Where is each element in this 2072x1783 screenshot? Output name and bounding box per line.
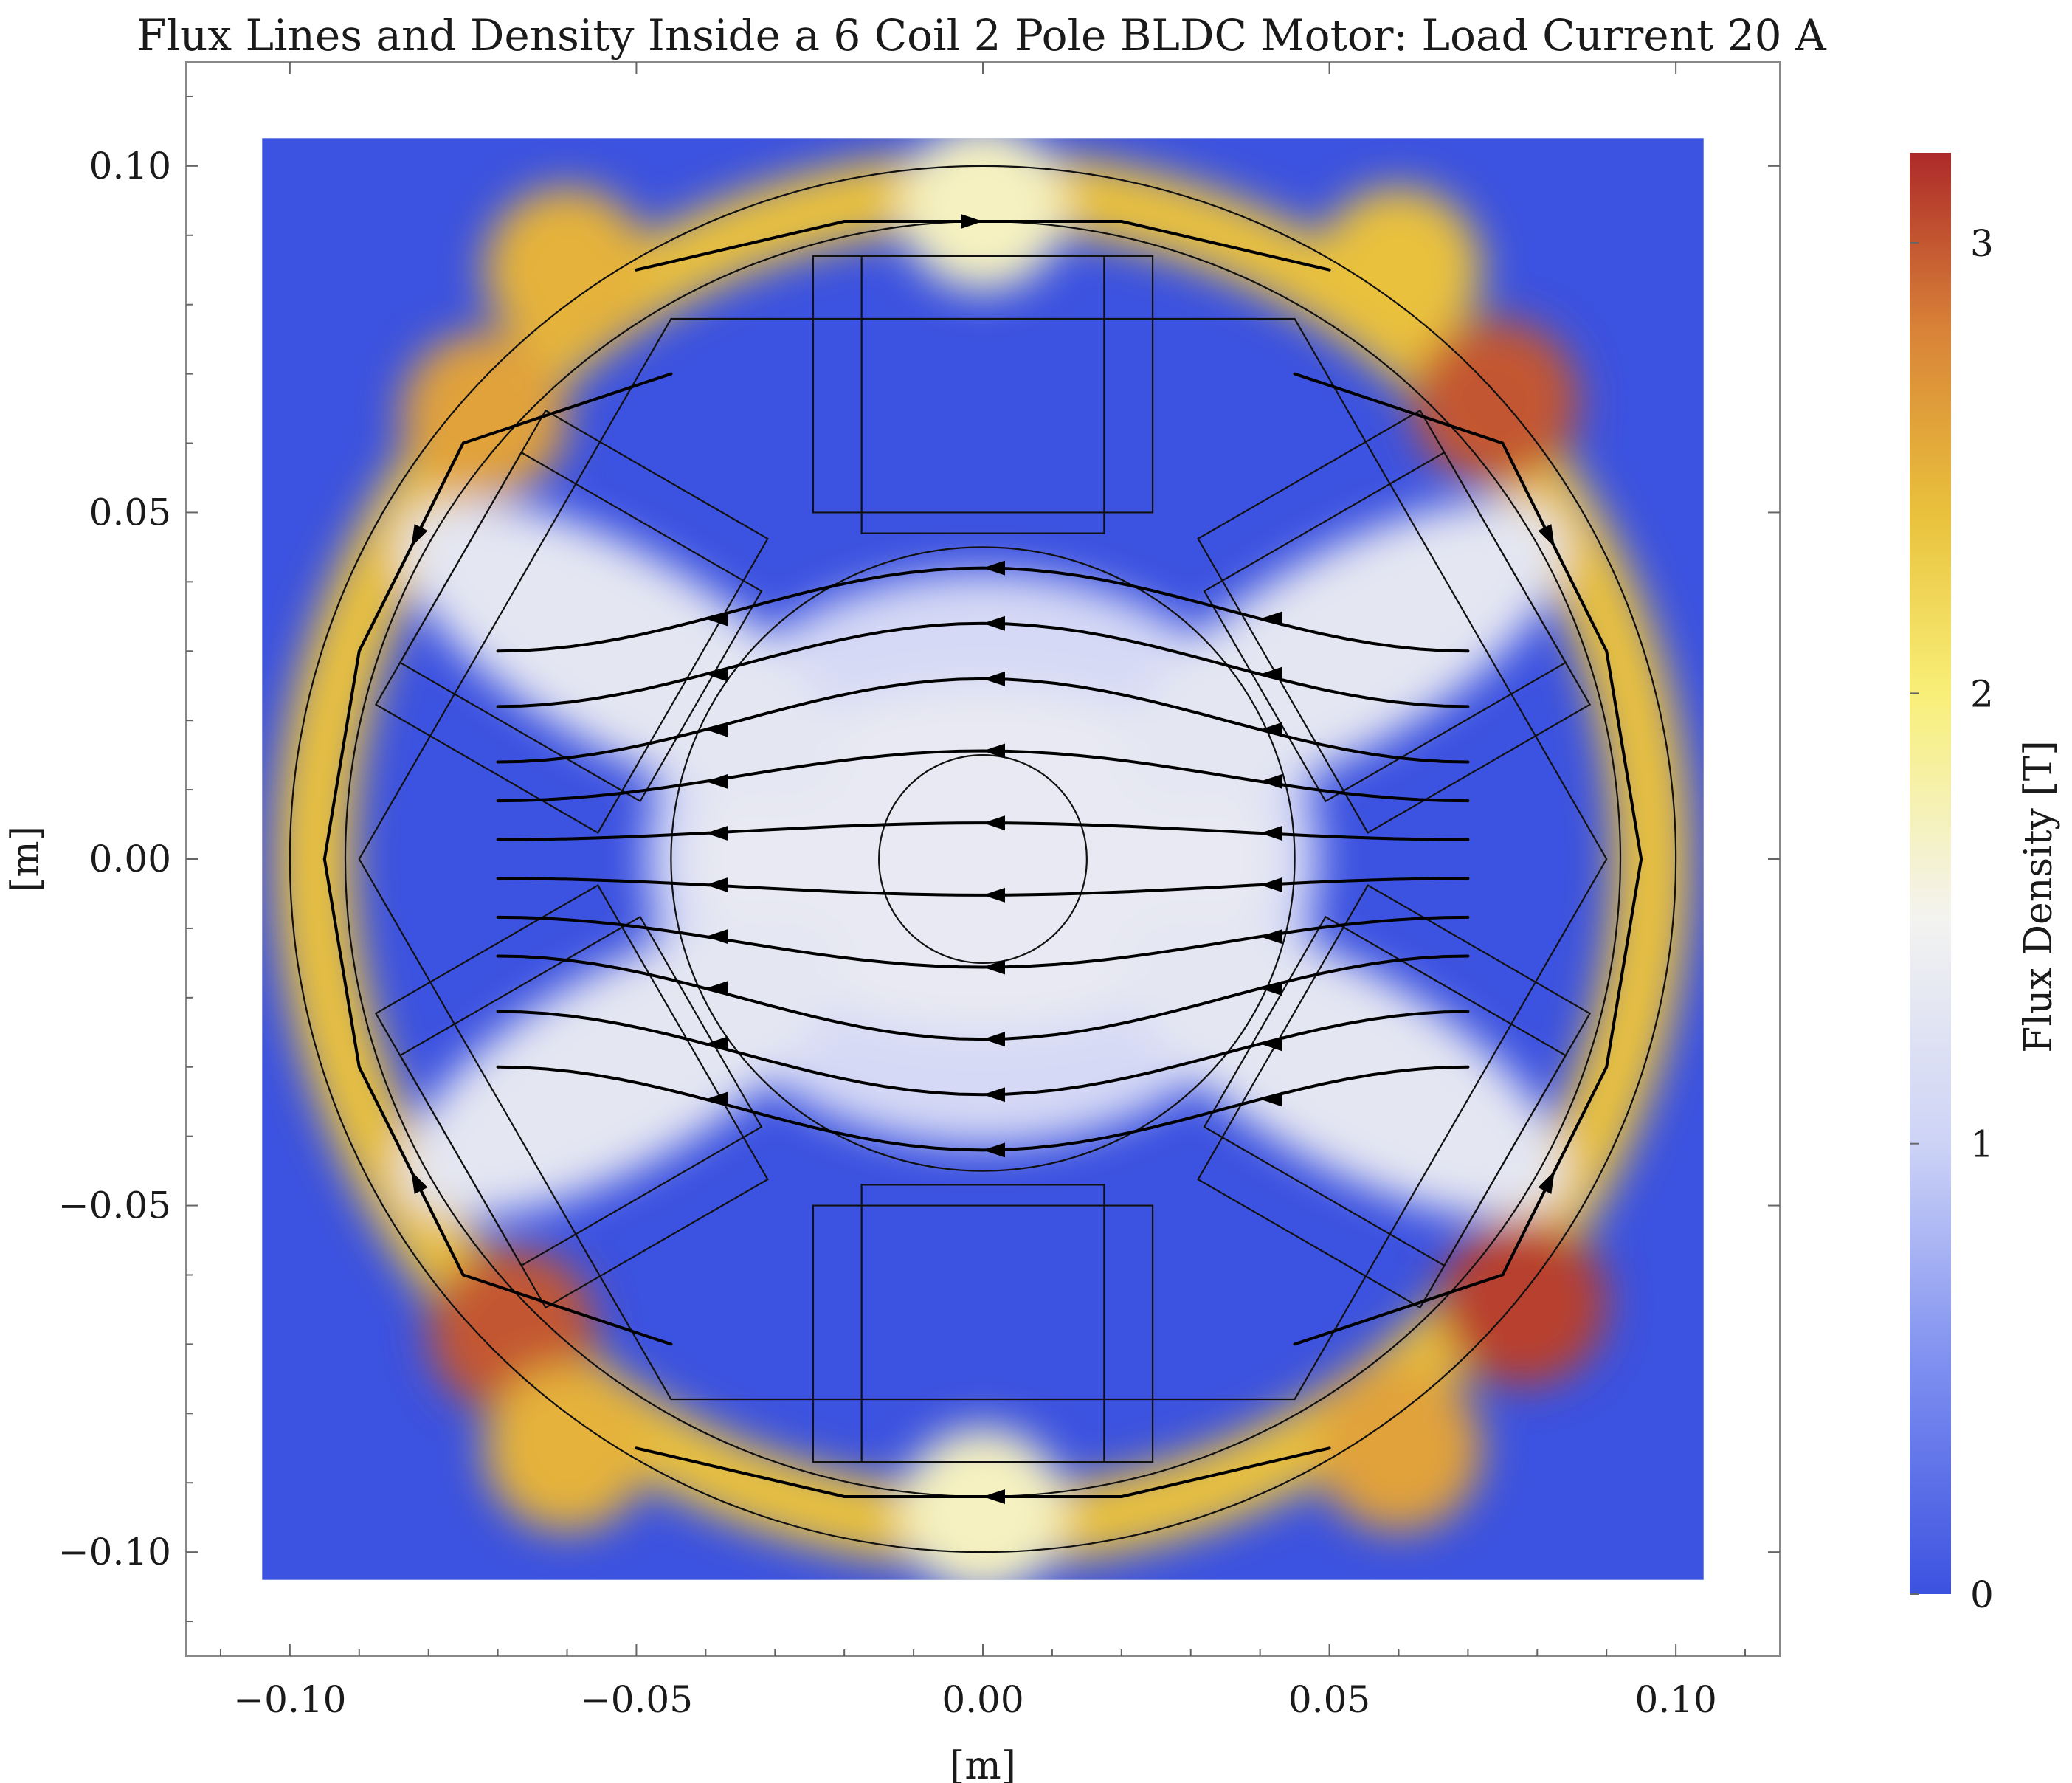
flux-arrow	[983, 887, 1005, 903]
flux-line	[496, 954, 1470, 1041]
y-tick-label: 0.00	[89, 838, 171, 880]
colorbar-tick-label: 1	[1970, 1123, 1994, 1166]
coil-outline	[374, 884, 769, 1309]
flux-arrow	[705, 611, 728, 627]
colorbar-tick-label: 0	[1970, 1573, 1994, 1616]
stator-hexagon	[358, 317, 1608, 1401]
flux-line	[496, 1065, 1470, 1152]
flux-hotspot	[1315, 187, 1482, 354]
flux-line	[496, 821, 1470, 841]
flux-line	[496, 621, 1470, 708]
flux-return-line	[1293, 858, 1643, 1346]
flux-hotspot	[1440, 1219, 1607, 1386]
flux-arrow	[705, 1036, 728, 1052]
colorbar-gradient	[1910, 153, 1951, 1594]
flux-arrow	[1538, 1170, 1555, 1194]
chart-title: Flux Lines and Density Inside a 6 Coil 2…	[137, 10, 1827, 61]
colorbar: 0 1 2 3	[1910, 153, 1994, 1616]
x-tick-label: −0.05	[580, 1678, 693, 1721]
flux-line	[496, 749, 1470, 803]
y-tick-label: −0.05	[58, 1184, 171, 1227]
plot-area	[262, 138, 1704, 1580]
flux-arrow	[983, 1032, 1005, 1047]
flux-hotspot	[483, 1365, 651, 1531]
flux-arrow	[705, 825, 728, 841]
y-tick-label: −0.10	[58, 1531, 171, 1573]
flux-hotspot	[401, 332, 567, 499]
coil-outline	[1197, 884, 1592, 1309]
flux-arrow	[1260, 825, 1282, 841]
flux-arrow	[983, 959, 1005, 975]
flux-hotspot	[1315, 1365, 1482, 1531]
flux-arrow	[411, 524, 428, 548]
flux-return-line	[1293, 372, 1643, 861]
flux-arrow	[1260, 666, 1282, 682]
x-tick-label: 0.05	[1288, 1678, 1370, 1721]
flux-return-line	[322, 372, 673, 861]
flux-arrow	[1260, 1036, 1282, 1052]
flux-line	[496, 677, 1470, 764]
shaft-boundary	[878, 754, 1088, 964]
flux-arrow	[1260, 722, 1282, 737]
flux-return-line	[635, 1446, 1331, 1498]
tooth-field	[1121, 916, 1565, 1218]
flux-arrow	[983, 560, 1005, 576]
flux-arrow	[983, 1142, 1005, 1158]
flux-lines	[322, 214, 1643, 1504]
axis-tick-labels: −0.10 −0.05 0.00 0.05 0.10 −0.10 −0.05 0.00 0.05…	[58, 145, 1717, 1721]
flux-arrow	[1260, 981, 1282, 996]
colorbar-tick-label: 3	[1970, 222, 1994, 265]
coil-outline	[1197, 409, 1592, 834]
y-tick-label: 0.10	[89, 145, 171, 187]
coil-outline	[812, 1204, 1154, 1463]
colorbar-label: Flux Density [T]	[2017, 740, 2061, 1052]
coil-outline	[812, 255, 1154, 514]
flux-arrow	[1260, 773, 1282, 789]
flux-return-line	[635, 220, 1331, 272]
tooth-field	[401, 916, 845, 1218]
y-tick-label: 0.05	[89, 491, 171, 534]
flux-arrow	[1260, 877, 1282, 893]
flux-arrow	[1538, 524, 1555, 548]
flux-line	[496, 1010, 1470, 1097]
flux-arrow	[983, 1087, 1005, 1103]
flux-arrow	[705, 1091, 728, 1107]
flux-arrow	[1260, 929, 1282, 945]
stator-outer-boundary	[289, 165, 1677, 1553]
x-tick-label: −0.10	[233, 1678, 346, 1721]
x-tick-label: 0.00	[942, 1678, 1023, 1721]
flux-hotspot	[899, 138, 1066, 291]
flux-arrow	[705, 773, 728, 789]
colorbar-tick-label: 2	[1970, 672, 1994, 715]
flux-arrow	[705, 666, 728, 682]
y-axis-label: [m]	[4, 826, 48, 892]
tooth-field	[401, 500, 845, 802]
coil-outline	[374, 409, 769, 834]
flux-arrow	[983, 671, 1005, 686]
flux-line	[496, 566, 1470, 653]
x-axis-label: [m]	[950, 1744, 1016, 1783]
flux-line	[496, 877, 1470, 897]
flux-arrow	[983, 615, 1005, 631]
tooth-field	[1121, 500, 1565, 802]
flux-arrow	[983, 743, 1005, 759]
flux-arrow	[411, 1170, 428, 1194]
flux-density-field	[275, 138, 1691, 1580]
axis-ticks	[186, 62, 1780, 1656]
flux-arrow	[1260, 1091, 1282, 1107]
flux-line	[496, 915, 1470, 969]
x-tick-label: 0.10	[1634, 1678, 1716, 1721]
flux-arrow	[961, 214, 983, 230]
flux-arrow	[705, 722, 728, 737]
flux-arrow	[1260, 611, 1282, 627]
flux-arrow	[983, 1489, 1005, 1504]
flux-arrow	[983, 815, 1005, 831]
rotor-boundary	[670, 546, 1296, 1172]
flux-arrow	[705, 877, 728, 893]
flux-hotspot	[899, 1427, 1066, 1580]
flux-arrow	[705, 981, 728, 996]
flux-arrow	[705, 929, 728, 945]
flux-hotspot	[483, 187, 651, 354]
